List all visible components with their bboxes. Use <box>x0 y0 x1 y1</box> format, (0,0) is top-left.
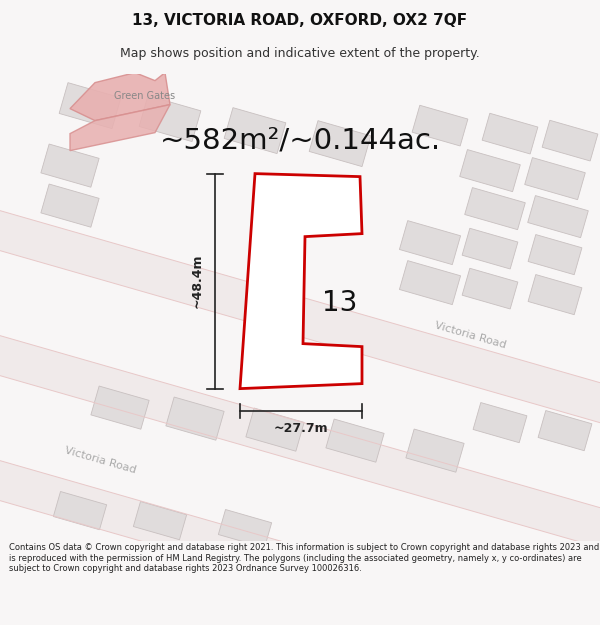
Text: Contains OS data © Crown copyright and database right 2021. This information is : Contains OS data © Crown copyright and d… <box>9 543 599 573</box>
Polygon shape <box>240 174 362 389</box>
Polygon shape <box>473 402 527 442</box>
Polygon shape <box>0 196 600 437</box>
Text: Victoria Road: Victoria Road <box>63 446 137 476</box>
Polygon shape <box>0 446 600 625</box>
Polygon shape <box>525 158 585 199</box>
Polygon shape <box>246 408 304 451</box>
Polygon shape <box>91 386 149 429</box>
Polygon shape <box>41 184 99 228</box>
Text: ~582m²/~0.144ac.: ~582m²/~0.144ac. <box>160 127 440 154</box>
Polygon shape <box>400 221 461 264</box>
Polygon shape <box>139 96 201 142</box>
Polygon shape <box>59 82 121 129</box>
Text: 13: 13 <box>322 289 358 317</box>
Text: 13, VICTORIA ROAD, OXFORD, OX2 7QF: 13, VICTORIA ROAD, OXFORD, OX2 7QF <box>133 13 467 28</box>
Polygon shape <box>528 274 582 315</box>
Polygon shape <box>400 261 461 304</box>
Text: Victoria Road: Victoria Road <box>433 321 507 351</box>
Polygon shape <box>462 228 518 269</box>
Polygon shape <box>166 397 224 440</box>
Polygon shape <box>465 188 525 229</box>
Polygon shape <box>482 113 538 154</box>
Text: Map shows position and indicative extent of the property.: Map shows position and indicative extent… <box>120 47 480 59</box>
Polygon shape <box>70 104 170 151</box>
Polygon shape <box>224 107 286 154</box>
Polygon shape <box>0 321 600 562</box>
Polygon shape <box>70 72 170 121</box>
Text: ~48.4m: ~48.4m <box>191 254 203 308</box>
Polygon shape <box>538 411 592 451</box>
Polygon shape <box>460 149 520 192</box>
Polygon shape <box>133 501 187 540</box>
Polygon shape <box>412 105 468 146</box>
Polygon shape <box>462 268 518 309</box>
Polygon shape <box>41 144 99 188</box>
Polygon shape <box>218 509 272 548</box>
Polygon shape <box>406 429 464 472</box>
Polygon shape <box>528 196 588 238</box>
Text: Green Gates: Green Gates <box>115 91 176 101</box>
Text: ~27.7m: ~27.7m <box>274 422 328 435</box>
Polygon shape <box>53 491 107 530</box>
Polygon shape <box>326 419 384 462</box>
Polygon shape <box>528 234 582 275</box>
Polygon shape <box>309 121 371 167</box>
Polygon shape <box>542 120 598 161</box>
